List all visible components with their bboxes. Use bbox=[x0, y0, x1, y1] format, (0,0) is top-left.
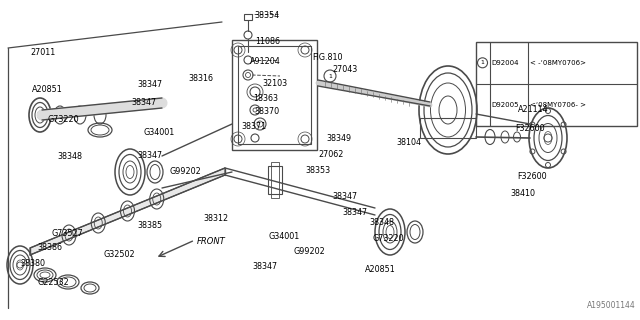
Text: G99202: G99202 bbox=[293, 247, 325, 256]
Text: <‘08MY0706- >: <‘08MY0706- > bbox=[529, 102, 586, 108]
Text: A21114: A21114 bbox=[518, 105, 549, 114]
Text: G34001: G34001 bbox=[269, 232, 300, 241]
Text: 38347: 38347 bbox=[138, 151, 163, 160]
Text: 38353: 38353 bbox=[306, 166, 331, 175]
Text: 38349: 38349 bbox=[326, 134, 351, 143]
Bar bbox=[232, 40, 317, 150]
Text: 38347: 38347 bbox=[131, 98, 156, 107]
Text: 1: 1 bbox=[481, 60, 484, 65]
Text: 27062: 27062 bbox=[319, 150, 344, 159]
Text: 11086: 11086 bbox=[255, 37, 280, 46]
Text: 38380: 38380 bbox=[20, 259, 45, 268]
Text: 38347: 38347 bbox=[138, 80, 163, 89]
Text: 38104: 38104 bbox=[397, 138, 422, 147]
Text: 1: 1 bbox=[328, 74, 332, 78]
Text: 38348: 38348 bbox=[58, 152, 83, 161]
Text: 38347: 38347 bbox=[253, 262, 278, 271]
Text: D92004: D92004 bbox=[492, 60, 519, 66]
Text: FIG.810: FIG.810 bbox=[312, 53, 343, 62]
Text: F32600: F32600 bbox=[517, 172, 547, 181]
Text: 18363: 18363 bbox=[253, 94, 278, 103]
Text: 38385: 38385 bbox=[138, 221, 163, 230]
Text: 38347: 38347 bbox=[333, 192, 358, 201]
Text: A195001144: A195001144 bbox=[588, 301, 636, 310]
Bar bbox=[238, 46, 311, 144]
Text: G73220: G73220 bbox=[48, 116, 79, 124]
Bar bbox=[476, 42, 637, 126]
Text: G99202: G99202 bbox=[170, 167, 202, 176]
Text: F32600: F32600 bbox=[515, 124, 545, 133]
Text: 38371: 38371 bbox=[242, 122, 267, 131]
Text: G34001: G34001 bbox=[144, 128, 175, 137]
Text: 38410: 38410 bbox=[511, 189, 536, 198]
Text: 38316: 38316 bbox=[189, 74, 214, 83]
Text: G22532: G22532 bbox=[37, 278, 69, 287]
Bar bbox=[244, 14, 252, 20]
Text: 38348: 38348 bbox=[370, 218, 395, 227]
Text: 38312: 38312 bbox=[204, 214, 228, 223]
Bar bbox=[420, 118, 476, 138]
Text: G73220: G73220 bbox=[372, 234, 404, 243]
Bar bbox=[271, 162, 279, 198]
Text: 38354: 38354 bbox=[255, 12, 280, 20]
Text: A20851: A20851 bbox=[365, 265, 396, 274]
Text: D92005: D92005 bbox=[492, 102, 519, 108]
Text: 38347: 38347 bbox=[342, 208, 367, 217]
Text: 27043: 27043 bbox=[333, 65, 358, 74]
Polygon shape bbox=[30, 168, 225, 255]
Text: A91204: A91204 bbox=[250, 57, 280, 66]
Text: 27011: 27011 bbox=[31, 48, 56, 57]
Bar bbox=[268, 166, 282, 194]
Text: FRONT: FRONT bbox=[197, 237, 226, 246]
Text: G73527: G73527 bbox=[51, 229, 83, 238]
Text: < -‘08MY0706>: < -‘08MY0706> bbox=[529, 60, 586, 66]
Text: G32502: G32502 bbox=[104, 250, 135, 259]
Text: A20851: A20851 bbox=[32, 85, 63, 94]
Text: 38386: 38386 bbox=[37, 243, 62, 252]
Text: 32103: 32103 bbox=[262, 79, 287, 88]
Text: 38370: 38370 bbox=[255, 108, 280, 116]
